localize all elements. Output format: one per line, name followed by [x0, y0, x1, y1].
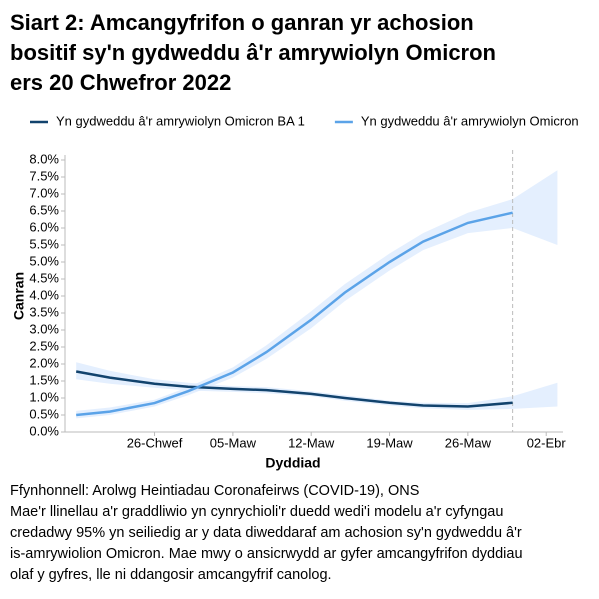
note: Ffynhonnell: Arolwg Heintiadau Coronafei… — [10, 483, 419, 499]
y-tick-label: 4.5% — [29, 270, 59, 285]
legend-label: Yn gydweddu â'r amrywiolyn Omicron — [361, 113, 579, 128]
y-tick-label: 0.5% — [29, 406, 59, 421]
x-axis-label: Dyddiad — [265, 455, 320, 471]
x-tick-label: 02-Ebr — [527, 435, 567, 450]
chart-title: bositif sy'n gydweddu â'r amrywiolyn Omi… — [10, 40, 496, 65]
y-tick-label: 7.5% — [29, 168, 59, 183]
y-tick-label: 3.0% — [29, 321, 59, 336]
y-tick-label: 2.5% — [29, 338, 59, 353]
note: credadwy 95% yn seiliedig ar y data diwe… — [10, 525, 522, 541]
note: olaf y gyfres, lle ni ddangosir amcangyf… — [10, 567, 332, 583]
y-axis-label: Canran — [11, 272, 27, 320]
y-tick-label: 6.0% — [29, 219, 59, 234]
x-tick-label: 26-Chwef — [127, 435, 183, 450]
y-tick-label: 1.0% — [29, 389, 59, 404]
series-line — [76, 211, 513, 417]
y-tick-label: 6.5% — [29, 202, 59, 217]
y-tick-label: 5.0% — [29, 253, 59, 268]
series-line — [75, 370, 513, 408]
x-tick-label: 19-Maw — [366, 435, 413, 450]
y-tick-label: 8.0% — [29, 151, 59, 166]
x-tick-label: 05-Maw — [210, 435, 257, 450]
y-tick-label: 4.0% — [29, 287, 59, 302]
note: is-amrywiolion Omicron. Mae mwy o ansicr… — [10, 546, 523, 562]
x-tick-label: 26-Maw — [445, 435, 492, 450]
y-tick-label: 1.5% — [29, 372, 59, 387]
confidence-band — [76, 170, 558, 419]
note: Mae'r llinellau a'r graddliwio yn cynryc… — [10, 504, 503, 520]
chart-title: ers 20 Chwefror 2022 — [10, 70, 231, 95]
legend-label: Yn gydweddu â'r amrywiolyn Omicron BA 1 — [56, 113, 305, 128]
x-tick-label: 12-Maw — [288, 435, 335, 450]
y-tick-label: 5.5% — [29, 236, 59, 251]
y-tick-label: 7.0% — [29, 185, 59, 200]
chart-title: Siart 2: Amcangyfrifon o ganran yr achos… — [10, 10, 474, 35]
y-tick-label: 0.0% — [29, 423, 59, 438]
y-tick-label: 2.0% — [29, 355, 59, 370]
y-tick-label: 3.5% — [29, 304, 59, 319]
